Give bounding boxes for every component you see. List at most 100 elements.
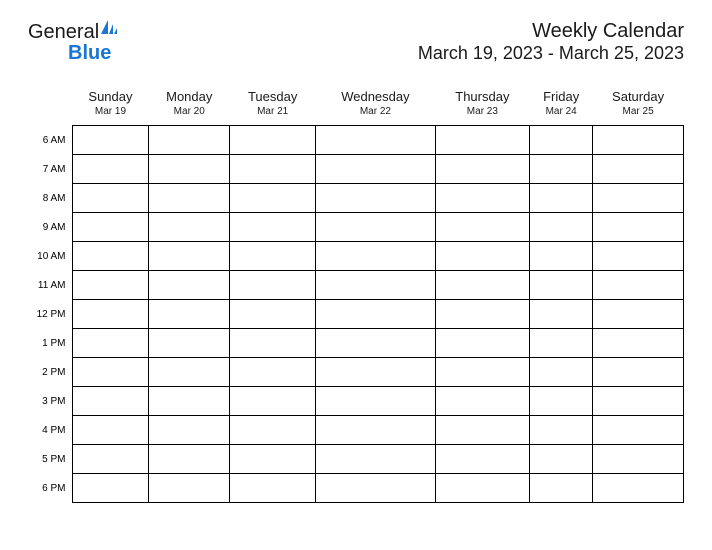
calendar-cell[interactable] <box>149 445 230 474</box>
calendar-cell[interactable] <box>149 474 230 503</box>
calendar-cell[interactable] <box>230 329 316 358</box>
calendar-cell[interactable] <box>230 155 316 184</box>
calendar-cell[interactable] <box>149 300 230 329</box>
calendar-cell[interactable] <box>593 213 684 242</box>
calendar-cell[interactable] <box>593 300 684 329</box>
calendar-cell[interactable] <box>530 358 593 387</box>
calendar-cell[interactable] <box>72 416 149 445</box>
calendar-cell[interactable] <box>72 213 149 242</box>
calendar-cell[interactable] <box>72 329 149 358</box>
calendar-cell[interactable] <box>530 155 593 184</box>
calendar-cell[interactable] <box>435 213 530 242</box>
calendar-cell[interactable] <box>230 445 316 474</box>
calendar-cell[interactable] <box>72 300 149 329</box>
calendar-cell[interactable] <box>149 213 230 242</box>
calendar-cell[interactable] <box>316 242 435 271</box>
calendar-cell[interactable] <box>149 271 230 300</box>
calendar-cell[interactable] <box>435 300 530 329</box>
calendar-cell[interactable] <box>230 387 316 416</box>
calendar-cell[interactable] <box>149 416 230 445</box>
calendar-cell[interactable] <box>72 445 149 474</box>
calendar-cell[interactable] <box>316 329 435 358</box>
calendar-cell[interactable] <box>230 300 316 329</box>
calendar-table: Sunday Mar 19 Monday Mar 20 Tuesday Mar … <box>28 85 684 503</box>
calendar-cell[interactable] <box>316 184 435 213</box>
calendar-cell[interactable] <box>72 126 149 155</box>
calendar-cell[interactable] <box>593 184 684 213</box>
calendar-cell[interactable] <box>435 184 530 213</box>
calendar-cell[interactable] <box>316 271 435 300</box>
logo-text-blue: Blue <box>68 42 111 64</box>
calendar-cell[interactable] <box>593 387 684 416</box>
time-row: 6 PM <box>28 474 684 503</box>
calendar-cell[interactable] <box>230 213 316 242</box>
calendar-cell[interactable] <box>435 155 530 184</box>
calendar-cell[interactable] <box>230 184 316 213</box>
calendar-cell[interactable] <box>435 242 530 271</box>
calendar-cell[interactable] <box>316 445 435 474</box>
calendar-cell[interactable] <box>72 271 149 300</box>
calendar-cell[interactable] <box>530 271 593 300</box>
calendar-cell[interactable] <box>593 445 684 474</box>
day-header-3: Wednesday Mar 22 <box>316 85 435 126</box>
calendar-cell[interactable] <box>149 184 230 213</box>
calendar-cell[interactable] <box>593 474 684 503</box>
calendar-cell[interactable] <box>316 213 435 242</box>
calendar-cell[interactable] <box>316 387 435 416</box>
calendar-cell[interactable] <box>530 126 593 155</box>
calendar-cell[interactable] <box>149 155 230 184</box>
calendar-cell[interactable] <box>435 445 530 474</box>
calendar-cell[interactable] <box>72 184 149 213</box>
calendar-cell[interactable] <box>593 242 684 271</box>
calendar-cell[interactable] <box>435 271 530 300</box>
logo: General <box>28 20 119 44</box>
calendar-cell[interactable] <box>530 445 593 474</box>
calendar-cell[interactable] <box>530 416 593 445</box>
calendar-cell[interactable] <box>593 416 684 445</box>
calendar-cell[interactable] <box>316 300 435 329</box>
calendar-cell[interactable] <box>149 358 230 387</box>
calendar-cell[interactable] <box>72 474 149 503</box>
calendar-cell[interactable] <box>435 358 530 387</box>
time-row: 5 PM <box>28 445 684 474</box>
calendar-cell[interactable] <box>72 387 149 416</box>
calendar-cell[interactable] <box>530 387 593 416</box>
calendar-cell[interactable] <box>230 271 316 300</box>
calendar-cell[interactable] <box>530 242 593 271</box>
calendar-cell[interactable] <box>593 329 684 358</box>
calendar-cell[interactable] <box>230 242 316 271</box>
calendar-cell[interactable] <box>316 155 435 184</box>
calendar-cell[interactable] <box>316 126 435 155</box>
calendar-cell[interactable] <box>149 329 230 358</box>
calendar-cell[interactable] <box>530 213 593 242</box>
calendar-cell[interactable] <box>316 474 435 503</box>
calendar-cell[interactable] <box>230 358 316 387</box>
calendar-cell[interactable] <box>593 126 684 155</box>
calendar-cell[interactable] <box>435 474 530 503</box>
calendar-cell[interactable] <box>593 358 684 387</box>
calendar-cell[interactable] <box>435 416 530 445</box>
calendar-cell[interactable] <box>435 126 530 155</box>
calendar-cell[interactable] <box>72 358 149 387</box>
calendar-cell[interactable] <box>316 416 435 445</box>
calendar-cell[interactable] <box>593 155 684 184</box>
time-row: 6 AM <box>28 126 684 155</box>
calendar-cell[interactable] <box>435 387 530 416</box>
calendar-cell[interactable] <box>230 126 316 155</box>
calendar-cell[interactable] <box>530 184 593 213</box>
calendar-cell[interactable] <box>593 271 684 300</box>
calendar-cell[interactable] <box>316 358 435 387</box>
calendar-cell[interactable] <box>530 474 593 503</box>
calendar-cell[interactable] <box>530 329 593 358</box>
calendar-cell[interactable] <box>435 329 530 358</box>
calendar-cell[interactable] <box>149 387 230 416</box>
calendar-cell[interactable] <box>530 300 593 329</box>
calendar-cell[interactable] <box>149 126 230 155</box>
calendar-cell[interactable] <box>149 242 230 271</box>
time-row: 11 AM <box>28 271 684 300</box>
calendar-cell[interactable] <box>230 416 316 445</box>
time-label: 2 PM <box>28 358 72 387</box>
calendar-cell[interactable] <box>230 474 316 503</box>
calendar-cell[interactable] <box>72 155 149 184</box>
calendar-cell[interactable] <box>72 242 149 271</box>
